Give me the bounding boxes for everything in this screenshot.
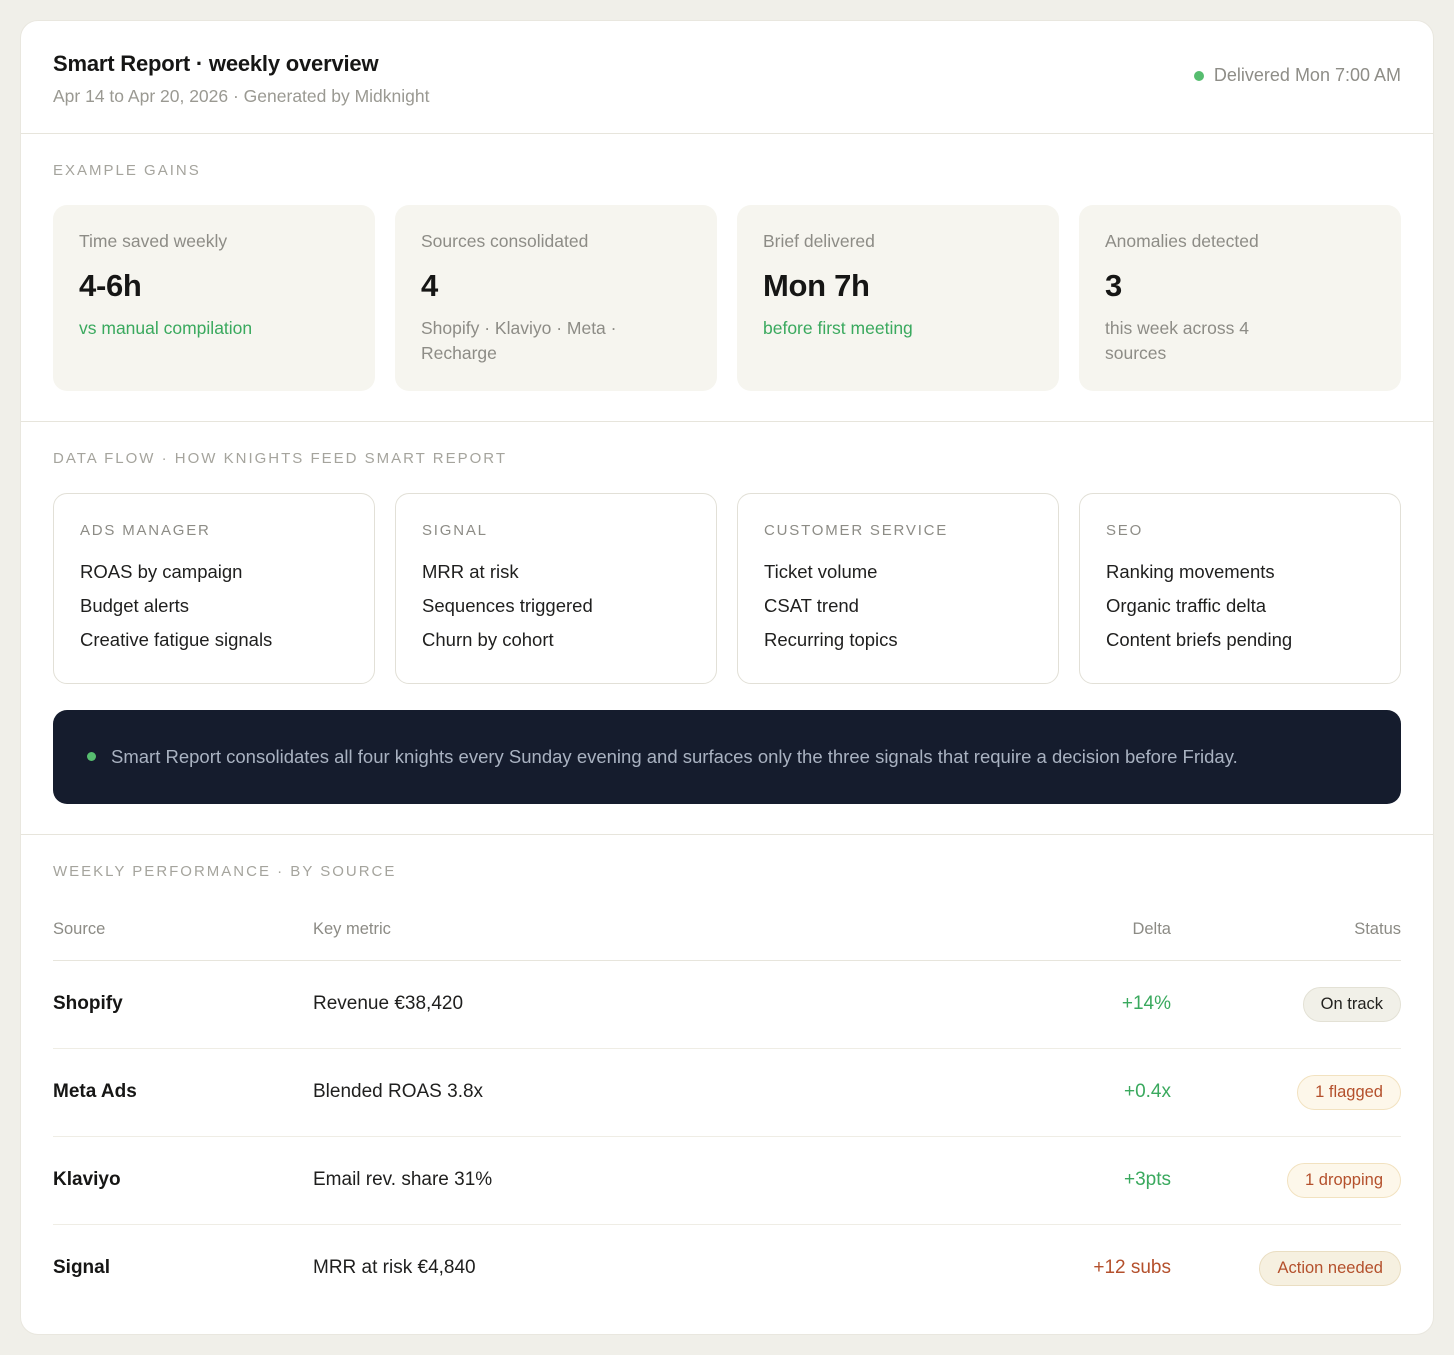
flow-item: ROAS by campaign: [80, 560, 243, 582]
flow-item: CSAT trend: [764, 594, 859, 616]
gains-grid: Time saved weekly 4-6h vs manual compila…: [53, 205, 1401, 391]
status-badge: Action needed: [1259, 1250, 1401, 1286]
status-badge: On track: [1302, 986, 1401, 1022]
flow-card-signal: SIGNAL MRR at risk Sequences triggered C…: [395, 492, 717, 684]
flow-card-title: SIGNAL: [422, 521, 488, 539]
status-cell: Action needed: [1171, 1250, 1401, 1286]
delivered-status-dot-icon: [1193, 70, 1204, 81]
delivered-status-label: Delivered Mon 7:00 AM: [1213, 65, 1401, 85]
gain-card-sources: Sources consolidated 4 Shopify · Klaviyo…: [395, 205, 717, 391]
flow-item: Creative fatigue signals: [80, 628, 273, 650]
gain-label: Sources consolidated: [421, 231, 589, 251]
table-row-meta-ads: Meta Ads Blended ROAS 3.8x +0.4x 1 flagg…: [53, 1049, 1401, 1137]
performance-table: Source Key metric Delta Status Shopify R…: [53, 906, 1401, 1312]
flow-card-title: SEO: [1106, 521, 1144, 539]
status-cell: 1 dropping: [1171, 1162, 1401, 1198]
gain-label: Anomalies detected: [1105, 231, 1259, 251]
metric-cell: Email rev. share 31%: [313, 1169, 493, 1191]
flow-item: Ticket volume: [764, 560, 878, 582]
data-flow-section: DATA FLOW · HOW KNIGHTS FEED SMART REPOR…: [21, 420, 1433, 834]
flow-card-title: CUSTOMER SERVICE: [764, 521, 949, 539]
table-header-row: Source Key metric Delta Status: [53, 906, 1401, 961]
flow-item: MRR at risk: [422, 560, 519, 582]
page-title: Smart Report · weekly overview: [53, 51, 379, 76]
data-flow-grid: ADS MANAGER ROAS by campaign Budget aler…: [53, 492, 1401, 684]
gain-note: Shopify · Klaviyo · Meta · Recharge: [421, 318, 617, 364]
status-cell: 1 flagged: [1171, 1074, 1401, 1110]
example-gains-heading: EXAMPLE GAINS: [53, 162, 201, 179]
report-header: Smart Report · weekly overview Apr 14 to…: [21, 21, 1433, 133]
metric-cell: MRR at risk €4,840: [313, 1257, 476, 1279]
gain-value: 4: [421, 268, 438, 303]
flow-item: Content briefs pending: [1106, 628, 1293, 650]
weekly-performance-heading: WEEKLY PERFORMANCE · BY SOURCE: [53, 862, 397, 880]
gain-label: Brief delivered: [763, 231, 875, 251]
status-cell: On track: [1171, 986, 1401, 1022]
delivered-status: Delivered Mon 7:00 AM: [1193, 65, 1401, 86]
flow-card-seo: SEO Ranking movements Organic traffic de…: [1079, 492, 1401, 684]
column-header-source: Source: [53, 919, 106, 938]
flow-item: Budget alerts: [80, 594, 190, 616]
column-header-key-metric: Key metric: [313, 919, 391, 938]
example-gains-section: EXAMPLE GAINS Time saved weekly 4-6h vs …: [21, 133, 1433, 421]
flow-item: Churn by cohort: [422, 628, 554, 650]
flow-card-ads-manager: ADS MANAGER ROAS by campaign Budget aler…: [53, 492, 375, 684]
callout-text: Smart Report consolidates all four knigh…: [111, 745, 1238, 767]
header-titles: Smart Report · weekly overview Apr 14 to…: [53, 51, 429, 107]
weekly-performance-section: WEEKLY PERFORMANCE · BY SOURCE Source Ke…: [21, 833, 1433, 1334]
flow-item: Ranking movements: [1106, 560, 1275, 582]
source-cell: Klaviyo: [53, 1169, 121, 1191]
gain-label: Time saved weekly: [79, 231, 228, 251]
metric-cell: Revenue €38,420: [313, 993, 464, 1015]
flow-item: Organic traffic delta: [1106, 594, 1267, 616]
table-row-shopify: Shopify Revenue €38,420 +14% On track: [53, 961, 1401, 1049]
source-cell: Signal: [53, 1257, 111, 1279]
flow-card-customer-service: CUSTOMER SERVICE Ticket volume CSAT tren…: [737, 492, 1059, 684]
data-flow-heading: DATA FLOW · HOW KNIGHTS FEED SMART REPOR…: [53, 449, 507, 467]
status-badge: 1 dropping: [1287, 1162, 1401, 1198]
gain-note: this week across 4 sources: [1105, 318, 1249, 364]
delta-cell: +14%: [1121, 993, 1171, 1015]
table-row-klaviyo: Klaviyo Email rev. share 31% +3pts 1 dro…: [53, 1137, 1401, 1225]
flow-item: Recurring topics: [764, 628, 898, 650]
flow-item: Sequences triggered: [422, 594, 593, 616]
source-cell: Meta Ads: [53, 1081, 137, 1103]
source-cell: Shopify: [53, 993, 123, 1015]
gain-card-brief-delivered: Brief delivered Mon 7h before first meet…: [737, 205, 1059, 391]
callout-dot-icon: [87, 751, 96, 761]
column-header-status: Status: [1354, 919, 1401, 938]
gain-note: before first meeting: [763, 318, 913, 338]
delta-cell: +0.4x: [1123, 1081, 1171, 1103]
gain-value: 3: [1105, 268, 1122, 303]
status-badge: 1 flagged: [1297, 1074, 1401, 1110]
table-row-signal: Signal MRR at risk €4,840 +12 subs Actio…: [53, 1225, 1401, 1312]
gain-card-anomalies: Anomalies detected 3 this week across 4 …: [1079, 205, 1401, 391]
page-subtitle: Apr 14 to Apr 20, 2026 · Generated by Mi…: [53, 86, 430, 106]
column-header-delta: Delta: [1132, 919, 1171, 938]
gain-value: Mon 7h: [763, 268, 870, 303]
gain-note: vs manual compilation: [79, 318, 253, 338]
consolidation-callout: Smart Report consolidates all four knigh…: [53, 709, 1401, 804]
metric-cell: Blended ROAS 3.8x: [313, 1081, 484, 1103]
delta-cell: +12 subs: [1093, 1257, 1171, 1279]
flow-card-title: ADS MANAGER: [80, 521, 211, 539]
delta-cell: +3pts: [1123, 1169, 1171, 1191]
smart-report-card: Smart Report · weekly overview Apr 14 to…: [20, 20, 1434, 1335]
gain-card-time-saved: Time saved weekly 4-6h vs manual compila…: [53, 205, 375, 391]
gain-value: 4-6h: [79, 268, 142, 303]
